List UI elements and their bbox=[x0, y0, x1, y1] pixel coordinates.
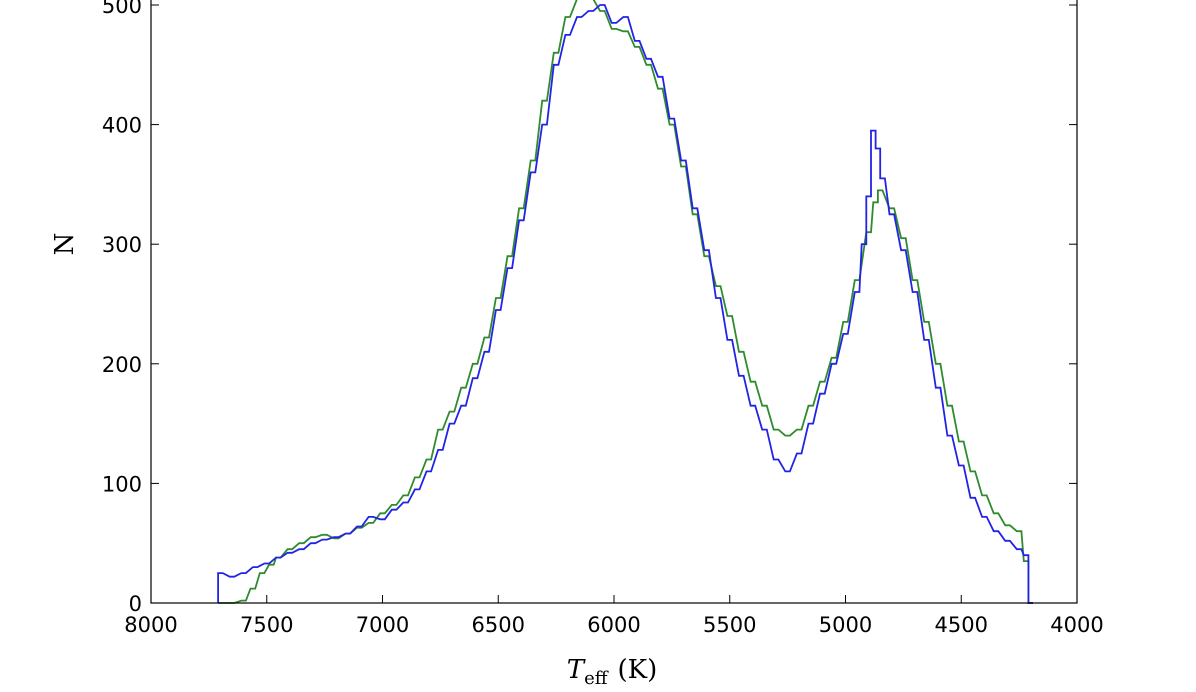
x-tick-label: 5000 bbox=[819, 613, 872, 637]
x-axis-label: Teff (K) bbox=[567, 655, 658, 689]
y-axis-ticks: 0 100 200 300 400 500 bbox=[102, 0, 1077, 616]
y-tick-label: 300 bbox=[102, 233, 142, 257]
histogram-series-2 bbox=[217, 4, 1033, 604]
series-layer bbox=[217, 0, 1033, 604]
y-tick-label: 0 bbox=[129, 592, 142, 616]
x-axis-label-main: T bbox=[567, 655, 586, 685]
x-tick-label: 6500 bbox=[472, 613, 525, 637]
x-axis-label-sub: eff bbox=[584, 668, 609, 689]
y-tick-label: 100 bbox=[102, 472, 142, 496]
x-axis-label-unit: (K) bbox=[618, 655, 658, 685]
histogram-series-1 bbox=[218, 0, 1033, 604]
y-axis-label: N bbox=[50, 233, 80, 256]
plot-frame bbox=[150, 0, 1078, 604]
y-tick-label: 500 bbox=[102, 0, 142, 18]
x-tick-label: 4500 bbox=[935, 613, 988, 637]
y-tick-label: 400 bbox=[102, 114, 142, 138]
x-axis-ticks: 8000 7500 7000 6500 6000 5500 5000 4500 4000 bbox=[124, 595, 1104, 637]
x-tick-label: 7500 bbox=[240, 613, 293, 637]
x-tick-label: 6000 bbox=[587, 613, 640, 637]
x-tick-label: 5500 bbox=[703, 613, 756, 637]
y-tick-label: 200 bbox=[102, 353, 142, 377]
x-tick-label: 4000 bbox=[1050, 613, 1103, 637]
x-tick-label: 8000 bbox=[124, 613, 177, 637]
x-tick-label: 7000 bbox=[356, 613, 409, 637]
